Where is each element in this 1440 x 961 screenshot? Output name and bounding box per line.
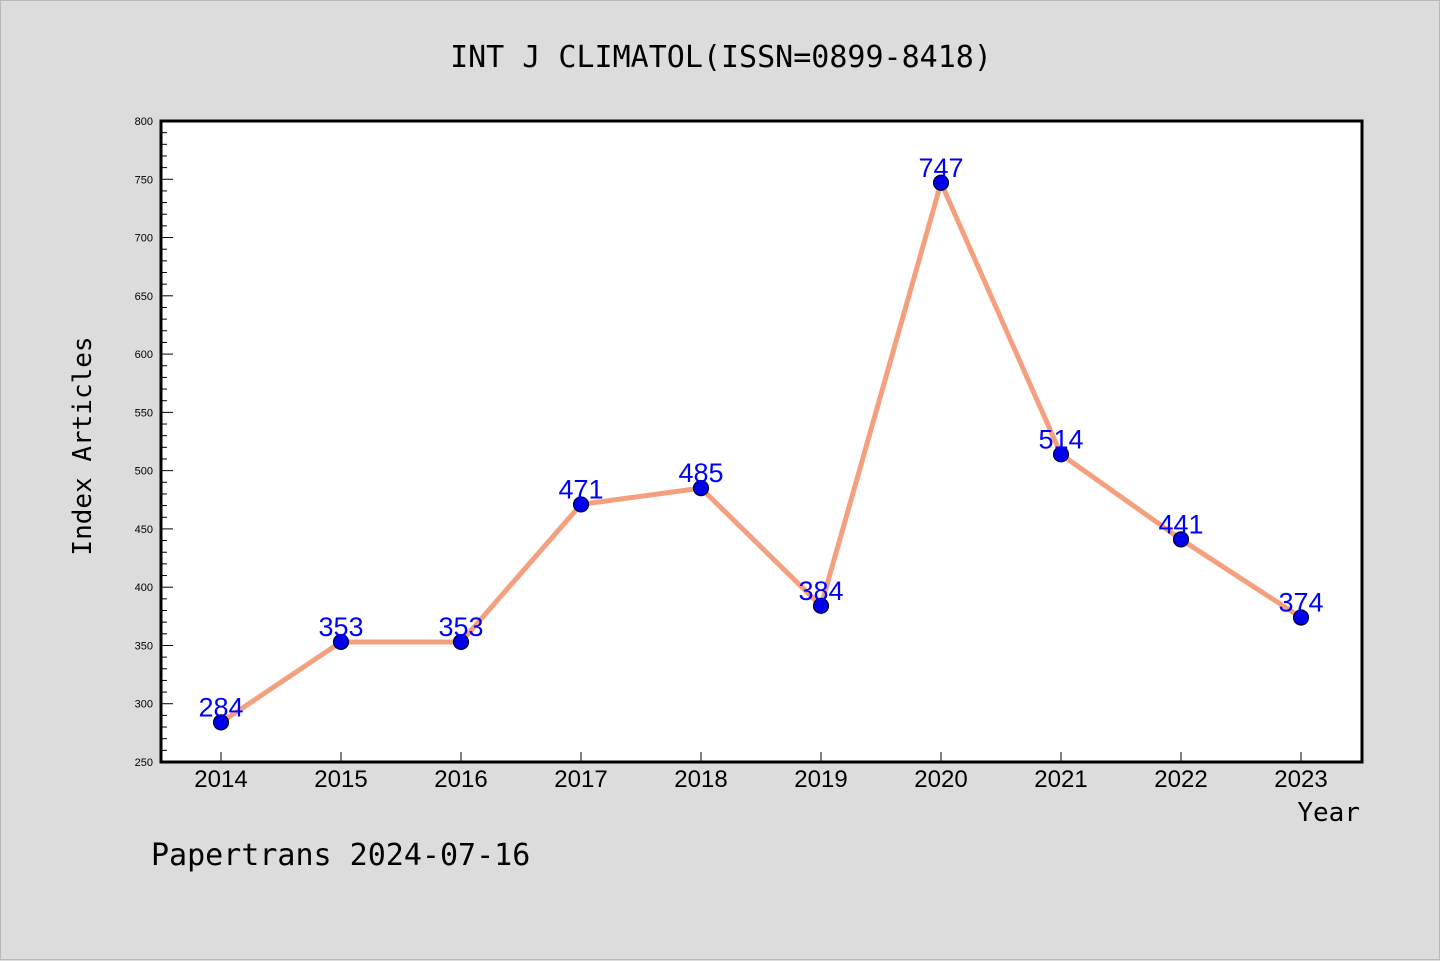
y-tick-label: 750 [135,174,153,186]
x-tick-label: 2017 [554,766,607,793]
y-tick-label: 800 [135,116,153,128]
x-axis-ticks: 2014 2015 2016 2017 2018 2019 2020 2021 2022 2023 [194,752,1328,793]
data-label: 485 [678,458,723,488]
y-axis-label: Index Articles [68,336,98,555]
data-point [932,174,950,191]
y-tick-label: 300 [135,699,153,711]
y-tick-label: 650 [135,291,153,303]
y-tick-label: 250 [135,757,153,769]
data-label: 514 [1038,424,1083,454]
x-tick-label: 2021 [1034,766,1087,793]
y-tick-label: 500 [135,466,153,478]
y-tick-label: 600 [135,349,153,361]
x-tick-label: 2015 [314,766,367,793]
plot-area [159,119,1364,764]
footer-credit: Papertrans 2024-07-16 [151,838,530,873]
data-label: 441 [1158,509,1203,539]
y-tick-label: 550 [135,407,153,419]
data-label: 471 [558,474,603,504]
x-tick-label: 2018 [674,766,727,793]
y-tick-label: 400 [135,582,153,594]
chart-title: INT J CLIMATOL(ISSN=0899-8418) [450,40,992,75]
data-point [452,633,470,651]
data-label: 747 [918,153,963,183]
y-tick-label: 350 [135,640,153,652]
data-point [1172,531,1190,548]
x-tick-label: 2023 [1274,766,1327,793]
y-axis-ticks: 250 300 350 400 450 500 550 600 650 700 750 800 [135,116,173,769]
series-line [218,180,1304,725]
data-label: 384 [798,576,843,606]
y-tick-label: 700 [135,233,153,245]
data-point [572,496,590,513]
data-label: 353 [438,612,483,642]
x-tick-label: 2016 [434,766,487,793]
x-tick-label: 2020 [914,766,967,793]
data-point [692,480,710,497]
data-labels: 284 353 353 471 485 384 747 514 441 374 [198,153,1323,723]
data-label: 353 [318,612,363,642]
x-tick-label: 2019 [794,766,847,793]
data-point [212,714,230,731]
data-point [332,633,350,651]
x-tick-label: 2014 [194,766,247,793]
data-point [812,597,830,614]
data-point [1052,446,1070,463]
data-points [212,174,1310,731]
y-tick-label: 450 [135,524,153,536]
data-label: 284 [198,692,243,722]
data-point [1292,609,1310,626]
data-label: 374 [1278,587,1323,617]
x-axis-label: Year [1297,798,1360,828]
x-tick-label: 2022 [1154,766,1207,793]
